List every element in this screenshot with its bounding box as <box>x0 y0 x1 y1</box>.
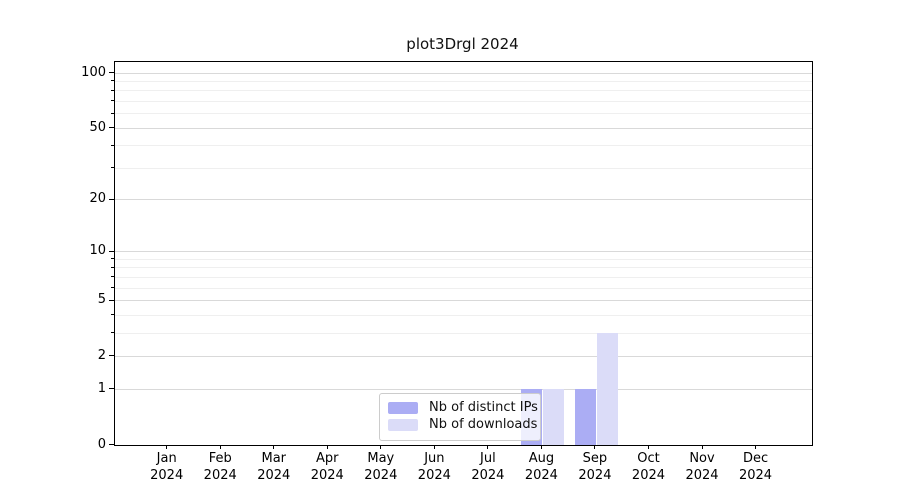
gridline-minor-8 <box>115 267 812 269</box>
legend: Nb of distinct IPs Nb of downloads <box>379 393 541 441</box>
y-minor-tick-4 <box>111 314 114 316</box>
x-tick-oct <box>647 445 649 449</box>
gridline-minor-4 <box>115 314 812 316</box>
bar-nb-of-downloads-sep <box>596 333 618 445</box>
x-tick-label-sep: Sep <box>582 451 608 466</box>
y-minor-tick-3 <box>111 332 114 334</box>
y-tick-label-20: 20 <box>89 191 106 207</box>
x-tick-label-apr: Apr <box>316 451 339 466</box>
gridline-minor-7 <box>115 276 812 278</box>
x-tick-dec <box>755 445 757 449</box>
x-tick-jun <box>433 445 435 449</box>
x-tick-year-oct: 2024 <box>631 468 666 483</box>
y-tick-5 <box>109 299 114 301</box>
gridline-minor-80 <box>115 90 812 92</box>
y-minor-tick-9 <box>111 258 114 260</box>
legend-label-downloads: Nb of downloads <box>429 417 538 432</box>
x-tick-aug <box>540 445 542 449</box>
x-tick-jul <box>487 445 489 449</box>
x-tick-apr <box>326 445 328 449</box>
y-tick-label-1: 1 <box>97 380 106 396</box>
y-tick-50 <box>109 127 114 129</box>
gridline-minor-70 <box>115 100 812 102</box>
y-tick-100 <box>109 72 114 73</box>
y-tick-0 <box>109 444 114 445</box>
gridline-major-1 <box>115 388 812 390</box>
y-minor-tick-40 <box>111 144 114 146</box>
gridline-major-5 <box>115 300 812 302</box>
y-minor-tick-80 <box>111 89 114 91</box>
y-minor-tick-90 <box>111 80 114 82</box>
x-tick-label-jan: Jan <box>156 451 177 466</box>
gridline-minor-40 <box>115 145 812 147</box>
y-tick-label-100: 100 <box>81 64 106 80</box>
y-minor-tick-30 <box>111 167 114 169</box>
legend-entry-downloads: Nb of downloads <box>386 417 538 433</box>
bar-nb-of-distinct-ips-sep <box>574 389 596 445</box>
y-tick-2 <box>109 355 114 357</box>
x-tick-year-feb: 2024 <box>203 468 237 483</box>
y-tick-label-2: 2 <box>97 347 106 363</box>
x-tick-sep <box>594 445 596 449</box>
gridline-minor-9 <box>115 258 812 260</box>
y-tick-20 <box>109 198 114 200</box>
y-minor-tick-8 <box>111 266 114 268</box>
x-tick-label-oct: Oct <box>637 451 660 466</box>
legend-swatch-downloads <box>388 419 418 431</box>
gridline-minor-30 <box>115 167 812 169</box>
x-tick-year-jun: 2024 <box>417 468 451 483</box>
y-minor-tick-6 <box>111 287 114 289</box>
x-tick-may <box>380 445 382 449</box>
x-tick-jan <box>166 445 168 449</box>
x-tick-year-mar: 2024 <box>257 468 291 483</box>
gridline-minor-60 <box>115 113 812 115</box>
gridline-major-10 <box>115 251 812 253</box>
x-tick-label-feb: Feb <box>208 451 232 466</box>
x-tick-label-dec: Dec <box>742 451 769 466</box>
gridline-minor-3 <box>115 332 812 334</box>
gridline-minor-6 <box>115 287 812 289</box>
gridline-major-2 <box>115 355 812 357</box>
x-tick-nov <box>701 445 703 449</box>
x-tick-year-sep: 2024 <box>578 468 612 483</box>
legend-swatch-distinct-ips <box>388 402 418 414</box>
x-tick-label-jun: Jun <box>424 451 445 466</box>
x-tick-year-apr: 2024 <box>310 468 344 483</box>
x-tick-mar <box>273 445 275 449</box>
gridline-major-20 <box>115 199 812 201</box>
x-tick-label-jul: Jul <box>480 451 496 466</box>
gridline-minor-90 <box>115 80 812 82</box>
y-tick-label-0: 0 <box>97 436 106 452</box>
y-tick-label-5: 5 <box>97 292 106 308</box>
x-tick-label-aug: Aug <box>528 451 555 466</box>
plot-area: Nb of distinct IPs Nb of downloads <box>114 61 813 446</box>
x-tick-year-aug: 2024 <box>524 468 558 483</box>
y-minor-tick-7 <box>111 276 114 278</box>
x-tick-year-may: 2024 <box>364 468 398 483</box>
y-tick-1 <box>109 388 114 390</box>
x-tick-year-dec: 2024 <box>738 468 773 483</box>
gridline-major-50 <box>115 127 812 129</box>
x-tick-feb <box>219 445 221 449</box>
x-tick-year-jan: 2024 <box>150 468 184 483</box>
y-minor-tick-60 <box>111 112 114 114</box>
y-tick-10 <box>109 250 114 252</box>
x-tick-label-mar: Mar <box>261 451 287 466</box>
legend-entry-distinct-ips: Nb of distinct IPs <box>386 400 538 416</box>
chart-title: plot3Drgl 2024 <box>406 35 519 53</box>
x-tick-year-jul: 2024 <box>471 468 505 483</box>
gridline-major-100 <box>115 72 812 74</box>
x-tick-label-nov: Nov <box>689 451 715 466</box>
y-tick-label-10: 10 <box>89 243 106 259</box>
y-tick-label-50: 50 <box>89 119 106 135</box>
legend-label-distinct-ips: Nb of distinct IPs <box>429 400 538 415</box>
bar-nb-of-downloads-aug <box>543 389 565 445</box>
x-tick-year-nov: 2024 <box>685 468 719 483</box>
x-tick-label-may: May <box>367 451 395 466</box>
y-minor-tick-70 <box>111 100 114 102</box>
